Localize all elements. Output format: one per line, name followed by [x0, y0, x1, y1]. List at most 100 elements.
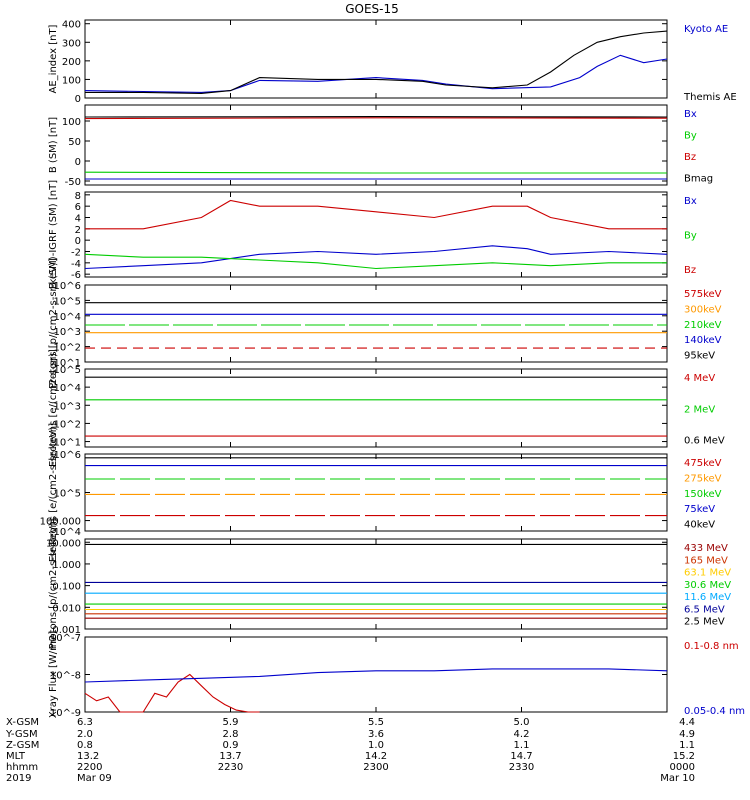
y-tick-label: 0.001	[52, 625, 81, 636]
ephemeris-table: X-GSMY-GSMZ-GSMMLThhmm20196.32.00.813.22…	[5, 717, 695, 784]
legend-entry: 0.05-0.4 nm	[684, 706, 745, 717]
y-tick-label: 10^2	[54, 343, 81, 354]
y-tick-label: 0.100	[52, 582, 81, 593]
y-axis-label: B (SM)-IGRF (SM) [nT]	[48, 180, 59, 289]
panel-frame	[84, 538, 668, 630]
ephemeris-cell: 6.3	[77, 717, 93, 728]
legend-entry: 63.1 MeV	[684, 568, 731, 579]
panel-frame	[84, 284, 668, 363]
legend-entry: Bz	[684, 265, 696, 276]
legend-entry: 575keV	[684, 289, 722, 300]
y-tick-label: -6	[71, 270, 81, 281]
ephemeris-cell: 1.1	[679, 740, 695, 751]
y-tick-label: 10^-9	[50, 708, 81, 719]
y-tick-label: 0	[75, 157, 81, 168]
y-tick-label: 0	[75, 236, 81, 247]
legend-entry: By	[684, 231, 697, 242]
ephemeris-cell: 1.0	[368, 740, 384, 751]
legend-entry: 300keV	[684, 304, 722, 315]
series-line-2	[84, 171, 667, 174]
ephemeris-cell: 4.4	[679, 717, 695, 728]
ephemeris-row-label: Y-GSM	[5, 729, 38, 740]
y-tick-label: 10^5	[54, 489, 81, 500]
y-tick-label: 0.010	[52, 603, 81, 614]
series-line-2	[84, 253, 667, 270]
y-tick-label: 10^-7	[50, 633, 81, 644]
ephemeris-cell: 2.0	[77, 729, 93, 740]
legend-entry: 275keV	[684, 473, 722, 484]
panel-7: 0.001 0.010 0.100 1.000 10.000 100.000Protons…	[40, 517, 732, 650]
ephemeris-cell: 5.9	[223, 717, 239, 728]
y-axis-label: AE_index [nT]	[48, 24, 59, 93]
legend-entry: 165 MeV	[684, 555, 728, 566]
ephemeris-cell: 2200	[77, 762, 102, 773]
figure-title: GOES-15	[345, 2, 399, 16]
legend-entry: 210keV	[684, 320, 722, 331]
y-tick-label: 300	[62, 38, 81, 49]
ephemeris-cell: Mar 09	[77, 773, 112, 784]
y-tick-label: 10^4	[54, 527, 81, 538]
y-tick-label: 100	[62, 75, 81, 86]
ephemeris-row-label: hhmm	[6, 762, 38, 773]
legend-entry: Themis AE	[683, 92, 737, 103]
series-line-2	[84, 668, 668, 683]
y-tick-label: 10.000	[46, 538, 81, 549]
y-tick-label: 10^3	[54, 327, 81, 338]
y-axis-label: Protons [p/(cm2-s-sr-keV)]	[48, 519, 59, 650]
ephemeris-cell: 2.8	[223, 729, 239, 740]
y-tick-label: 200	[62, 57, 81, 68]
series-line-2	[85, 30, 668, 94]
y-tick-label: 10^1	[54, 438, 81, 449]
legend-entry: 2.5 MeV	[684, 617, 725, 628]
legend-entry: Bx	[684, 109, 697, 120]
y-tick-label: -50	[65, 177, 81, 188]
ephemeris-cell: 14.7	[510, 751, 532, 762]
panel-frame	[84, 636, 668, 713]
series-line-3	[84, 117, 668, 120]
ephemeris-cell: 2300	[363, 762, 388, 773]
legend-entry: 95keV	[684, 351, 715, 362]
ephemeris-cell: 0.8	[77, 740, 93, 751]
ephemeris-cell: 4.2	[514, 729, 530, 740]
legend-entry: 140keV	[684, 335, 722, 346]
series-line-1	[84, 54, 668, 93]
y-tick-label: 10^-8	[50, 671, 81, 682]
legend-entry: 475keV	[684, 458, 722, 469]
y-tick-label: 100	[62, 117, 81, 128]
y-tick-label: 10^2	[54, 419, 81, 430]
y-tick-label: 10^1	[54, 358, 81, 369]
y-axis-label: Electrons [e/(cm2-s-sr)]	[48, 349, 59, 467]
y-tick-label: 0	[75, 94, 81, 105]
series-line-1	[84, 245, 668, 270]
legend-entry: Bz	[684, 152, 696, 163]
ephemeris-row-label: X-GSM	[6, 717, 39, 728]
panel-frame	[84, 368, 668, 448]
y-tick-label: 50	[68, 137, 81, 148]
y-tick-label: 10^3	[54, 401, 81, 412]
ephemeris-cell: 5.0	[514, 717, 530, 728]
ephemeris-cell: 2230	[218, 762, 243, 773]
ephemeris-cell: 1.1	[514, 740, 530, 751]
ephemeris-cell: 0.9	[223, 740, 239, 751]
legend-entry: 40keV	[684, 520, 715, 531]
y-axis-label: Protons [p/(cm2-s-sr-keV)]	[48, 258, 59, 389]
legend-entry: 2 MeV	[684, 404, 715, 415]
y-axis-label: Electrons [e/(cm2-s-sr-keV)]	[48, 423, 59, 562]
ephemeris-cell: 14.2	[365, 751, 387, 762]
legend-entry: 75keV	[684, 504, 715, 515]
ephemeris-cell: 13.2	[77, 751, 99, 762]
legend-entry: 11.6 MeV	[684, 592, 731, 603]
ephemeris-cell: 4.9	[679, 729, 695, 740]
legend-entry: 30.6 MeV	[684, 580, 731, 591]
y-tick-label: 400	[62, 20, 81, 31]
legend-entry: By	[684, 130, 697, 141]
y-tick-label: 10^5	[54, 296, 81, 307]
y-tick-label: 4	[75, 214, 81, 225]
ephemeris-cell: 3.6	[368, 729, 384, 740]
series-line-1	[84, 673, 260, 713]
